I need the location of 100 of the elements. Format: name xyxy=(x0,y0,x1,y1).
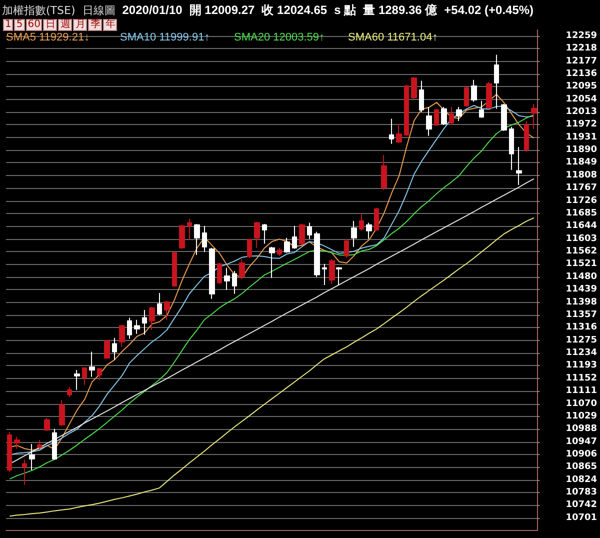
candlestick xyxy=(82,367,87,386)
candlestick xyxy=(74,370,80,390)
chart-title: 加權指數(TSE) xyxy=(2,2,76,18)
candlestick xyxy=(456,106,462,122)
candlestick xyxy=(336,266,342,286)
line-series xyxy=(9,178,534,464)
candlestick xyxy=(531,103,537,130)
y-tick-label: 12177 xyxy=(566,56,597,66)
y-tick-label: 11603 xyxy=(566,234,597,244)
text: SMA5 11929.21↓ xyxy=(6,32,90,44)
candlestick xyxy=(396,123,402,144)
y-tick-label: 11521 xyxy=(566,259,597,270)
candlestick xyxy=(509,126,514,170)
y-tick-label: 11029 xyxy=(566,411,597,422)
text: SMA10 11999.91↑ xyxy=(120,32,210,44)
y-tick-label: 11439 xyxy=(566,284,597,295)
candlestick xyxy=(501,103,507,132)
y-tick-label: 11562 xyxy=(566,246,597,257)
candlestick xyxy=(127,317,132,340)
candlestick xyxy=(52,428,57,460)
y-tick-label: 10783 xyxy=(566,488,597,498)
y-tick-label: 11316 xyxy=(566,322,597,333)
candlestick xyxy=(22,459,27,486)
candlestick xyxy=(262,224,267,244)
candlestick xyxy=(426,106,432,136)
y-tick-label: 11070 xyxy=(566,398,597,409)
candlestick xyxy=(239,258,245,280)
candlestick xyxy=(434,108,439,126)
candlestick xyxy=(381,154,387,190)
candlestick xyxy=(277,247,282,256)
y-tick-label: 12013 xyxy=(566,106,597,117)
candlestick xyxy=(419,80,424,112)
candlestick xyxy=(284,237,290,254)
text: SMA60 11671.04↑ xyxy=(348,32,438,44)
candlestick xyxy=(366,222,372,240)
y-tick-label: 11726 xyxy=(566,196,597,206)
candlestick xyxy=(67,386,72,398)
chart-subtitle: 日線圖 xyxy=(82,2,116,18)
y-tick-label: 11849 xyxy=(566,158,597,168)
candlestick xyxy=(209,247,215,300)
y-tick-label: 10865 xyxy=(566,462,597,472)
candlestick xyxy=(351,220,357,248)
candlestick xyxy=(7,431,12,472)
candlestick xyxy=(524,120,529,152)
y-tick-label: 11931 xyxy=(566,132,597,142)
y-tick-label: 10906 xyxy=(566,450,597,460)
candlestick xyxy=(247,238,252,259)
y-tick-label: 12095 xyxy=(566,82,597,92)
candlestick xyxy=(112,337,117,360)
y-tick-label: 11193 xyxy=(566,360,597,371)
candlestick xyxy=(217,262,222,284)
candlestick xyxy=(329,258,335,285)
y-tick-label: 11357 xyxy=(566,310,597,320)
candlestick xyxy=(172,251,177,288)
candlestick xyxy=(14,436,20,450)
candlestick xyxy=(292,225,297,250)
y-tick-label: 10742 xyxy=(566,500,597,510)
y-tick-label: 11111 xyxy=(566,386,597,396)
candlestick xyxy=(29,443,35,470)
candlestick xyxy=(89,351,95,378)
y-tick-label: 11767 xyxy=(566,183,597,194)
text: 量 1289.36 億 xyxy=(363,2,438,18)
text: 收 12024.65 xyxy=(262,2,328,18)
candlestick xyxy=(441,106,447,126)
candlestick xyxy=(142,310,147,336)
candlestick xyxy=(37,439,42,450)
y-tick-label: 11152 xyxy=(566,373,597,384)
y-tick-label: 11275 xyxy=(566,335,597,346)
candlestick xyxy=(374,207,379,232)
y-tick-label: 11234 xyxy=(566,348,597,358)
text: SMA20 12003.59↑ xyxy=(234,32,325,44)
y-tick-label: 11972 xyxy=(566,120,597,130)
candlestick xyxy=(97,368,102,380)
y-tick-label: 11644 xyxy=(566,221,597,232)
candlestick xyxy=(307,222,312,240)
candlestick xyxy=(516,146,522,186)
y-tick-label: 11480 xyxy=(566,272,597,282)
text: 開 12009.27 xyxy=(189,2,255,18)
candlestick xyxy=(314,231,320,278)
candlestick xyxy=(232,270,237,294)
candlestick xyxy=(119,324,125,348)
candlestick xyxy=(389,118,394,144)
text: +54.02 (+0.45%) xyxy=(444,3,534,17)
y-tick-label: 11808 xyxy=(566,170,597,180)
candlestick xyxy=(44,417,50,432)
candlestick xyxy=(187,218,192,240)
candlestick xyxy=(359,213,364,232)
candlestick xyxy=(486,81,492,110)
candlestick xyxy=(224,267,230,290)
y-tick-label: 10988 xyxy=(566,424,597,434)
candlestick xyxy=(464,86,469,108)
candlestick xyxy=(344,238,349,258)
y-tick-label: 10701 xyxy=(566,512,597,523)
candlestick xyxy=(179,224,185,250)
candlestick xyxy=(411,76,417,100)
candlestick xyxy=(134,319,140,334)
candlestick xyxy=(254,221,260,248)
y-tick-label: 12259 xyxy=(566,30,597,41)
line-series xyxy=(9,217,534,517)
y-tick-label: 12218 xyxy=(566,44,597,54)
